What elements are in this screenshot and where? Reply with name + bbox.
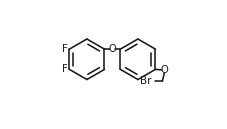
Text: F: F <box>62 64 68 74</box>
Text: F: F <box>62 44 68 54</box>
Text: O: O <box>160 65 168 75</box>
Text: O: O <box>109 44 116 54</box>
Text: Br: Br <box>140 76 152 86</box>
